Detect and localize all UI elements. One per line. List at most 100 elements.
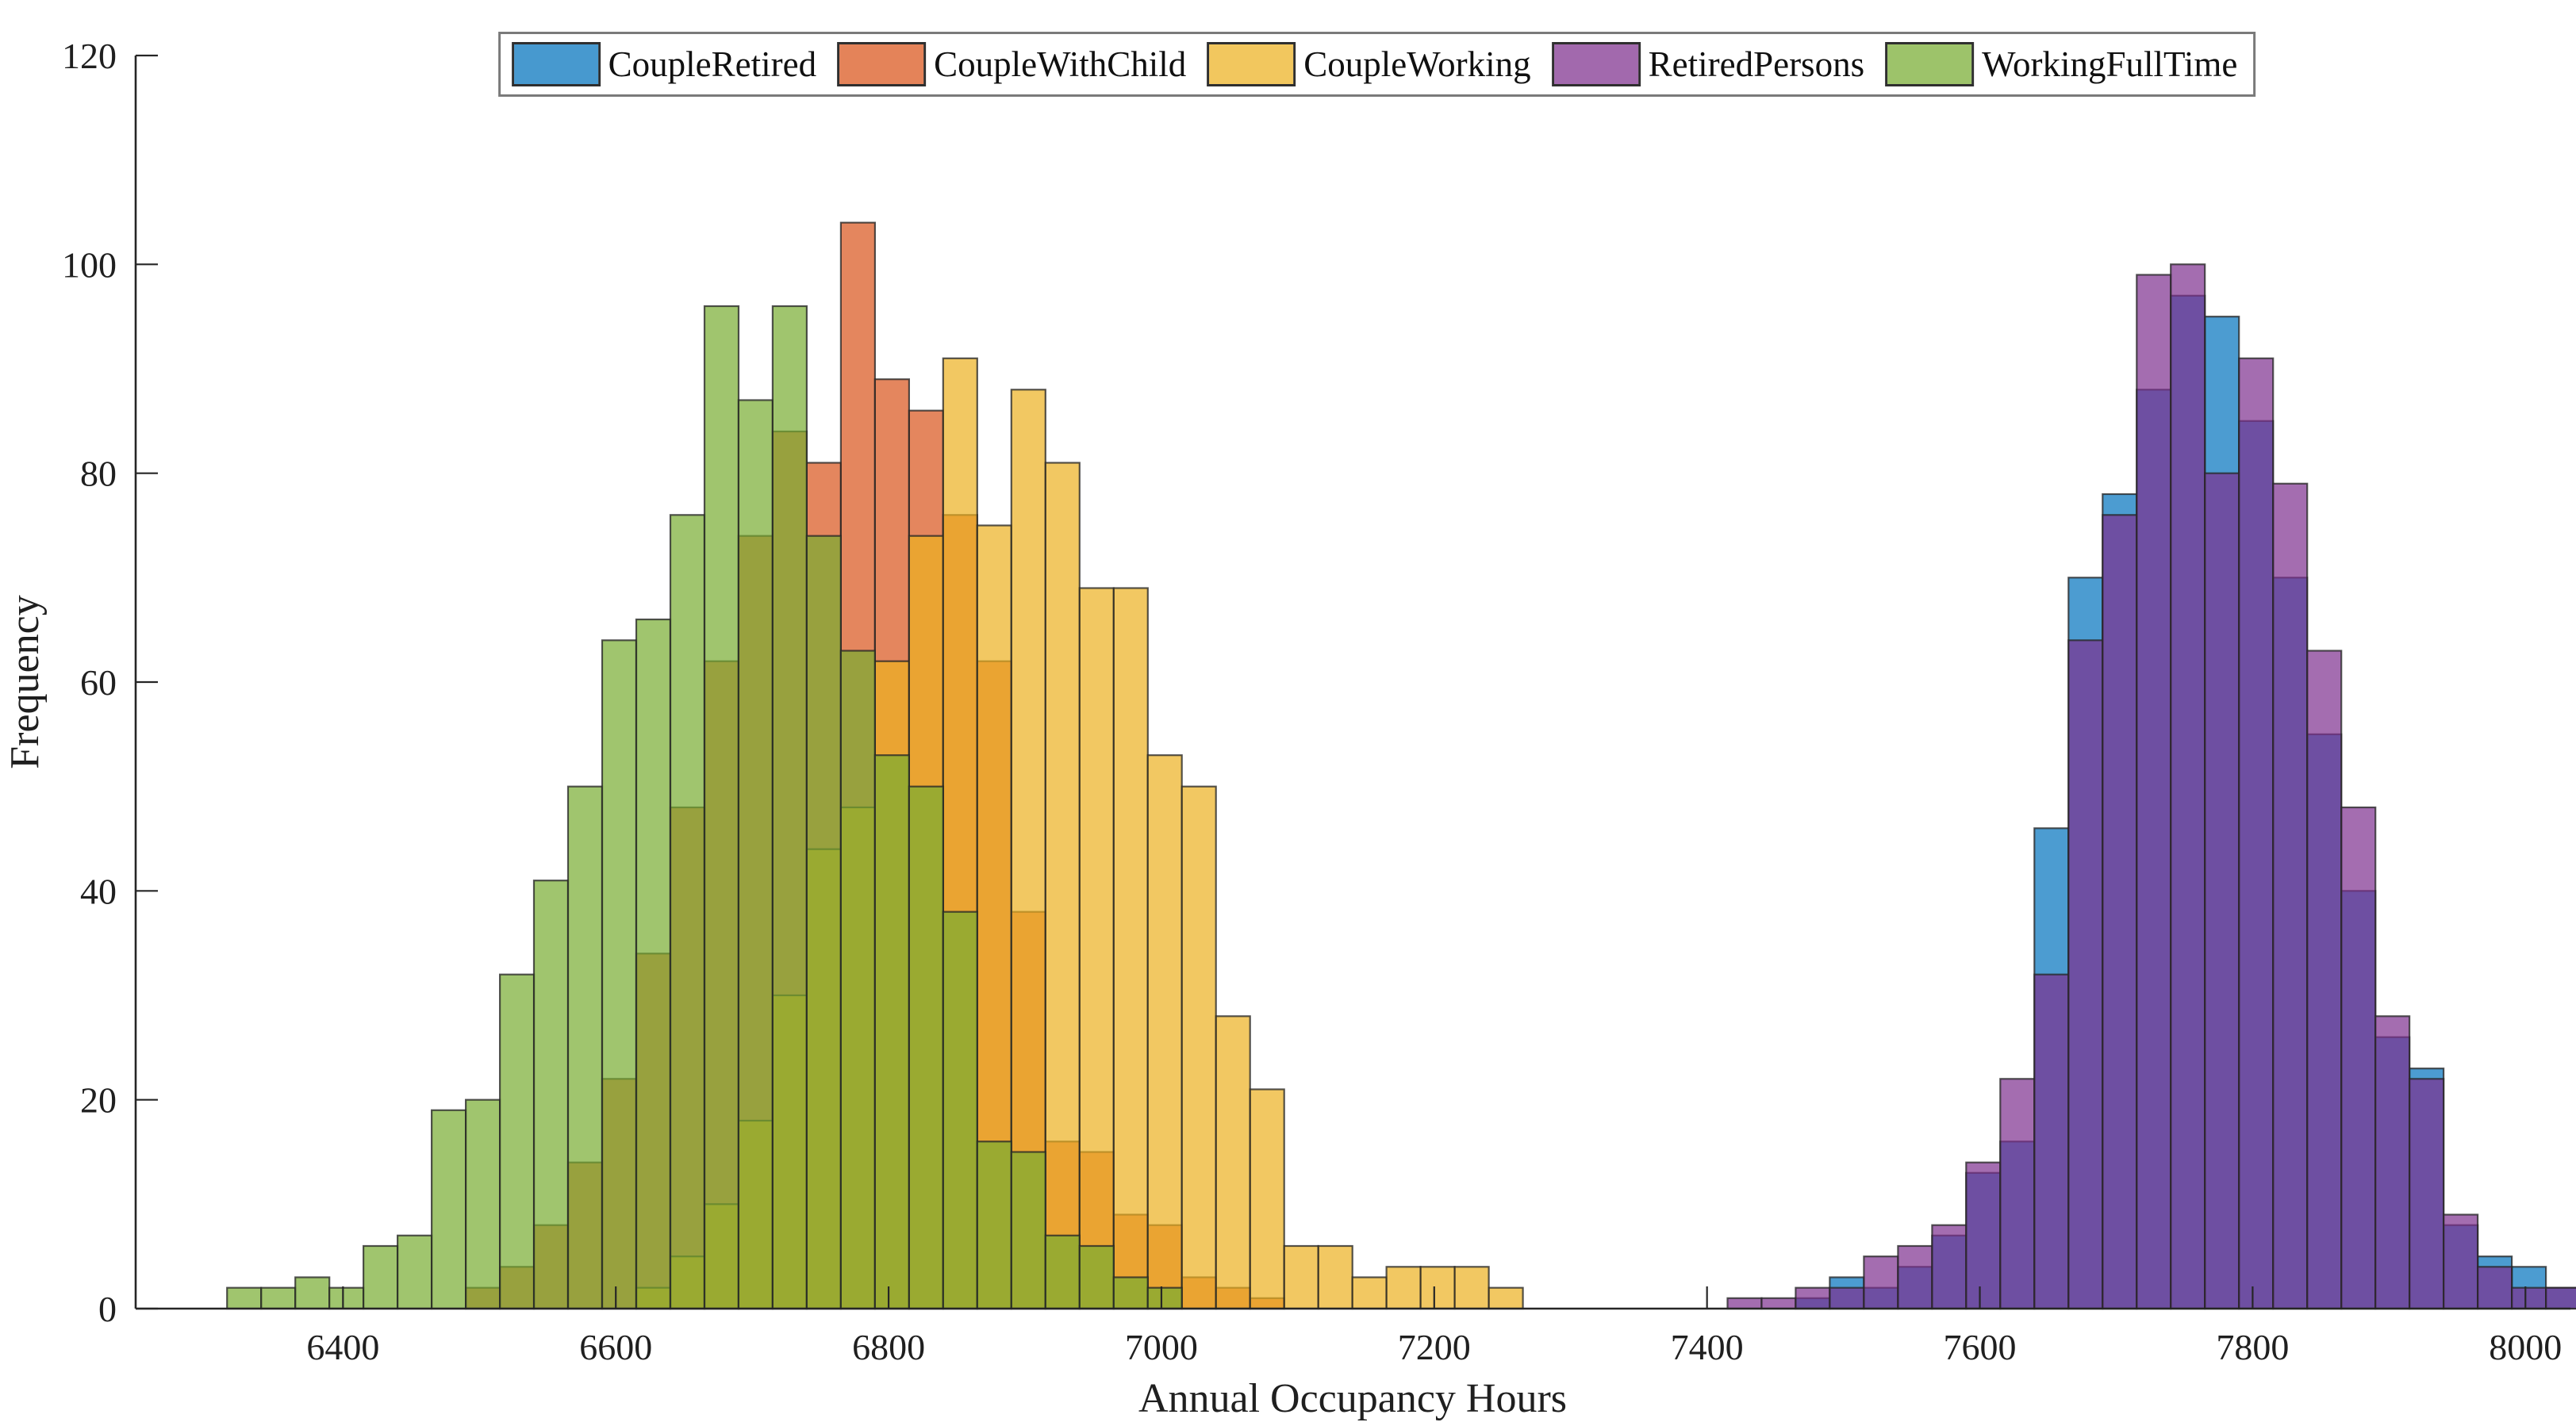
histogram-bar-RetiredPersons-8015 [2545,1286,2576,1310]
histogram-bar-RetiredPersons-7540 [1897,1244,1933,1310]
histogram-bar-WorkingFullTime-6540 [532,880,570,1310]
y-axis-title: Frequency [2,595,48,769]
histogram-bar-WorkingFullTime-6740 [805,535,843,1310]
x-tick-label-7400: 7400 [1671,1327,1744,1367]
histogram-bar-WorkingFullTime-6890 [1010,1151,1046,1310]
bars-layer [226,221,2576,1310]
legend-item-WorkingFullTime: WorkingFullTime [1885,42,2242,86]
y-tick-label-60: 60 [80,662,117,703]
histogram-bar-CoupleWorking-7165 [1385,1266,1422,1310]
histogram-bar-RetiredPersons-7790 [2238,357,2275,1310]
histogram-bar-RetiredPersons-7965 [2477,1266,2513,1310]
legend-label-CoupleWithChild: CoupleWithChild [934,44,1187,84]
histogram-bar-RetiredPersons-7890 [2374,1015,2411,1310]
y-tick-label-40: 40 [80,871,117,911]
histogram-bar-WorkingFullTime-6765 [839,650,877,1310]
histogram-bar-RetiredPersons-7490 [1829,1286,1865,1310]
y-tick-label-80: 80 [80,454,117,494]
histogram-bar-WorkingFullTime-6965 [1112,1276,1149,1310]
legend-item-CoupleRetired: CoupleRetired [511,42,837,86]
histogram-bar-CoupleWorking-7115 [1317,1244,1353,1310]
histogram-bar-RetiredPersons-7740 [2170,263,2206,1310]
x-tick-label-8000: 8000 [2489,1327,2562,1367]
legend-label-WorkingFullTime: WorkingFullTime [1982,44,2238,84]
y-tick-label-0: 0 [98,1289,117,1329]
histogram-bar-WorkingFullTime-6790 [873,754,911,1310]
x-tick-label-7200: 7200 [1398,1327,1471,1367]
histogram-bar-WorkingFullTime-6865 [976,1140,1012,1310]
y-tick-label-100: 100 [62,244,117,285]
histogram-bar-WorkingFullTime-6390 [328,1286,365,1310]
histogram-bar-RetiredPersons-7640 [2033,973,2070,1310]
histogram-bar-RetiredPersons-7590 [1965,1161,2002,1310]
histogram-bar-CoupleWorking-7065 [1249,1088,1285,1310]
legend-label-CoupleWorking: CoupleWorking [1303,44,1531,84]
histogram-bar-RetiredPersons-7915 [2409,1078,2445,1310]
histogram-bar-WorkingFullTime-6315 [226,1286,263,1310]
legend: CoupleRetired CoupleWithChild CoupleWorkin… [497,32,2256,97]
x-tick-label-7800: 7800 [2216,1327,2289,1367]
histogram-bar-WorkingFullTime-6340 [260,1286,297,1310]
histogram-bar-WorkingFullTime-6715 [771,305,808,1310]
histogram-bar-CoupleWorking-6965 [1112,587,1149,1310]
histogram-bar-WorkingFullTime-6990 [1146,1286,1183,1310]
histogram-bar-RetiredPersons-7565 [1931,1224,1968,1310]
histogram-bar-CoupleWorking-7140 [1351,1276,1388,1310]
histogram-bar-RetiredPersons-7865 [2340,806,2377,1310]
histogram-bar-CoupleWorking-7040 [1215,1015,1251,1310]
histogram-bar-WorkingFullTime-6465 [430,1109,467,1310]
histogram-bar-WorkingFullTime-6515 [498,973,536,1310]
histogram-bar-WorkingFullTime-6640 [669,514,706,1310]
histogram-bar-RetiredPersons-7990 [2511,1286,2547,1310]
x-tick-label-7600: 7600 [1944,1327,2017,1367]
histogram-bar-WorkingFullTime-6615 [635,618,672,1310]
x-tick-label-6800: 6800 [852,1327,925,1367]
histogram-bar-RetiredPersons-7840 [2306,650,2343,1310]
series-WorkingFullTime [226,305,1183,1310]
legend-swatch-RetiredPersons [1551,42,1641,86]
series-RetiredPersons [1726,263,2576,1310]
legend-swatch-CoupleWithChild [837,42,927,86]
legend-label-RetiredPersons: RetiredPersons [1648,44,1865,84]
y-tick-label-20: 20 [80,1080,117,1121]
histogram-bar-WorkingFullTime-6590 [601,639,638,1310]
histogram-bar-RetiredPersons-7515 [1863,1255,1899,1310]
histogram-bar-WorkingFullTime-6665 [703,305,740,1310]
histogram-bar-CoupleWorking-7015 [1181,785,1217,1310]
histogram-bar-RetiredPersons-7690 [2102,514,2138,1310]
y-tick-label-120: 120 [62,36,117,76]
x-tick-label-7000: 7000 [1125,1327,1198,1367]
histogram-bar-WorkingFullTime-6690 [737,399,774,1310]
histogram-bar-RetiredPersons-7415 [1726,1297,1763,1310]
histogram-bar-WorkingFullTime-6940 [1078,1244,1115,1310]
histogram-bar-CoupleWorking-6990 [1146,754,1183,1310]
legend-item-RetiredPersons: RetiredPersons [1551,42,1885,86]
x-axis-title: Annual Occupancy Hours [1138,1376,1567,1421]
legend-item-CoupleWorking: CoupleWorking [1207,42,1551,86]
histogram-bar-RetiredPersons-7465 [1795,1286,1831,1310]
histogram-bar-RetiredPersons-7715 [2136,274,2172,1310]
histogram-bar-WorkingFullTime-6365 [294,1276,331,1310]
histogram-bar-RetiredPersons-7940 [2443,1213,2479,1310]
legend-item-CoupleWithChild: CoupleWithChild [837,42,1207,86]
legend-label-CoupleRetired: CoupleRetired [608,44,817,84]
histogram-bar-WorkingFullTime-6815 [908,785,945,1310]
histogram-bar-CoupleWorking-7190 [1419,1266,1456,1310]
histogram-bar-WorkingFullTime-6415 [363,1244,399,1310]
x-tick-label-6600: 6600 [579,1327,652,1367]
histogram-bar-WorkingFullTime-6840 [942,910,978,1310]
histogram-bar-RetiredPersons-7615 [1999,1078,2036,1310]
histogram-bar-RetiredPersons-7440 [1760,1297,1797,1310]
histogram-bar-CoupleWorking-7215 [1453,1266,1490,1310]
histogram-bar-RetiredPersons-7665 [2067,639,2104,1310]
histogram-bar-WorkingFullTime-6490 [464,1098,501,1310]
histogram-bar-CoupleWorking-6915 [1044,462,1081,1310]
histogram-bar-CoupleWorking-7090 [1283,1244,1319,1310]
histogram-bar-CoupleWorking-6940 [1078,587,1115,1310]
histogram-bar-WorkingFullTime-6915 [1044,1234,1081,1310]
histogram-bar-WorkingFullTime-6440 [397,1234,433,1310]
histogram-bar-RetiredPersons-7815 [2272,482,2309,1310]
legend-swatch-CoupleWorking [1207,42,1296,86]
